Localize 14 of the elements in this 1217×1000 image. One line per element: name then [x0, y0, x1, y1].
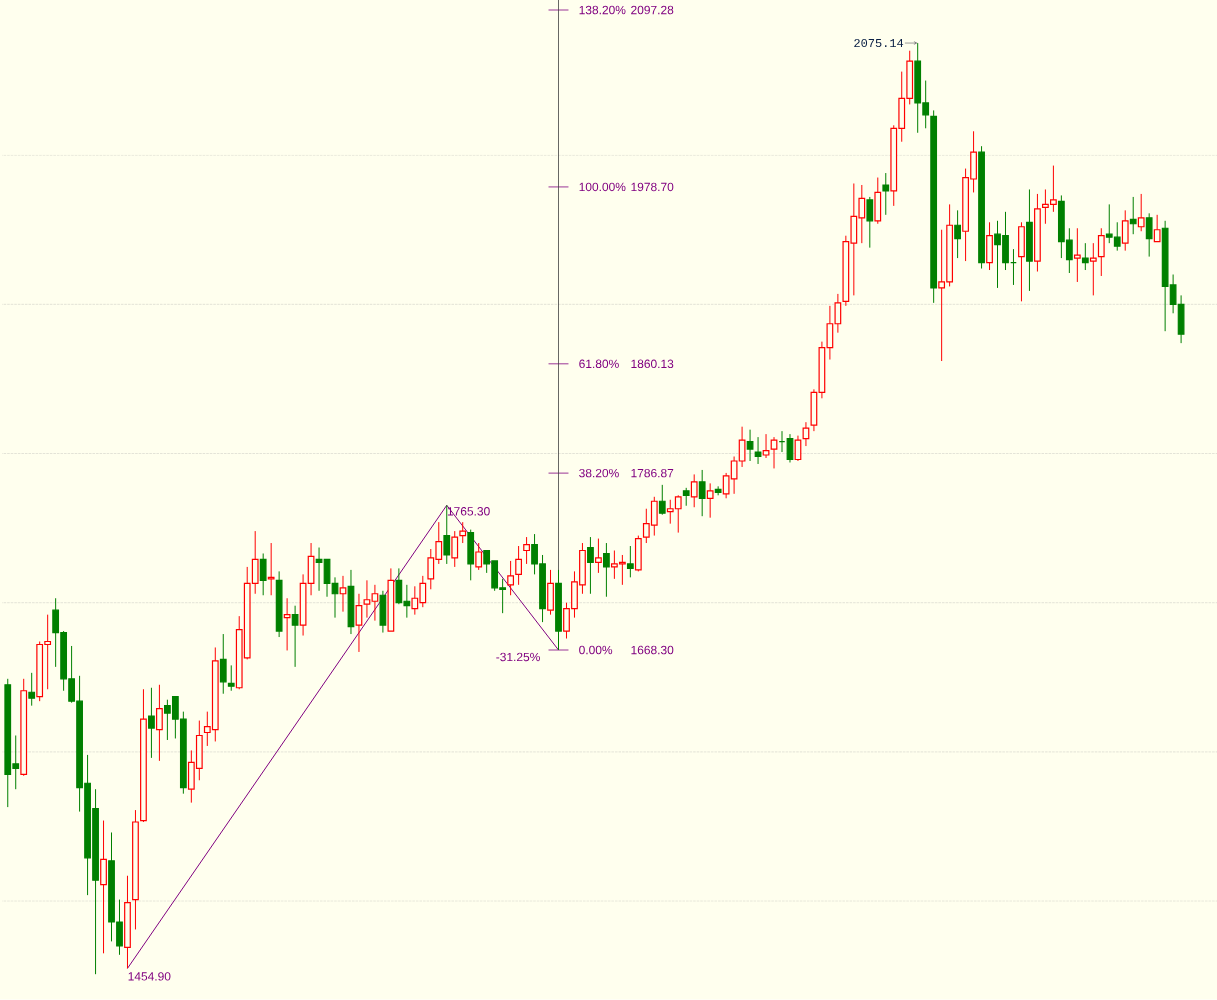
annotation: 61.80%	[579, 359, 619, 369]
annotation: 0.00%	[579, 645, 613, 655]
y-tick-label: 2097.28	[631, 6, 674, 15]
annotation: -31.25%	[496, 652, 540, 662]
annotation: 38.20%	[579, 469, 619, 478]
annotation: 138.20%	[579, 6, 626, 15]
y-tick-label: 1786.87	[631, 469, 674, 478]
y-tick-label: 1860.13	[631, 359, 674, 369]
annotation: 1454.90	[128, 972, 171, 981]
y-tick-label: 1668.30	[631, 645, 674, 655]
annotation: 100.00%	[579, 182, 626, 192]
annotation: 1765.30	[447, 507, 490, 516]
y-tick-label: 1978.70	[631, 182, 674, 192]
annotation: 2075.14	[854, 39, 904, 48]
